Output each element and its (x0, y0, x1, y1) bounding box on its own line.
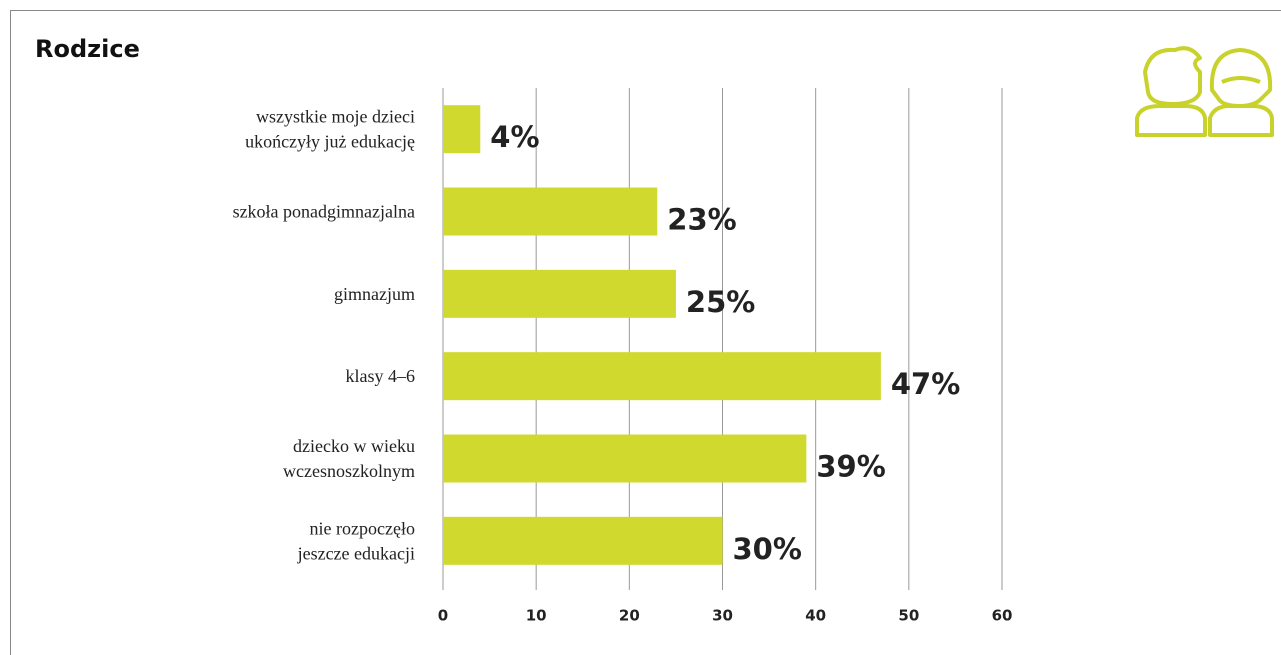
value-label: 23% (667, 203, 736, 237)
x-tick-label: 60 (992, 607, 1013, 625)
x-tick-label: 0 (438, 607, 448, 625)
bar (443, 269, 676, 318)
value-label: 47% (891, 367, 960, 401)
value-label: 25% (686, 285, 755, 319)
y-tick-label: gimnazjum (334, 284, 415, 304)
parents-icon (1135, 46, 1274, 137)
chart-title: Rodzice (35, 35, 140, 63)
bar (443, 105, 481, 154)
value-label: 30% (733, 532, 802, 566)
y-tick-label: klasy 4–6 (346, 366, 416, 386)
x-tick-label: 20 (619, 607, 640, 625)
y-tick-label: dziecko w wieku wczesnoszkolnym (283, 436, 415, 481)
x-tick-label: 30 (712, 607, 733, 625)
bar (443, 434, 807, 483)
value-label: 4% (490, 120, 539, 154)
bar (443, 187, 658, 236)
x-tick-label: 50 (898, 607, 919, 625)
bar (443, 352, 881, 401)
y-tick-label: nie rozpoczęło jeszcze edukacji (297, 518, 415, 563)
y-tick-label: wszystkie moje dzieci ukończyły już eduka… (245, 107, 415, 152)
x-tick-label: 40 (805, 607, 826, 625)
y-tick-label: szkoła ponadgimnazjalna (233, 202, 415, 222)
bar (443, 516, 723, 565)
value-label: 39% (816, 450, 885, 484)
x-tick-label: 10 (526, 607, 547, 625)
